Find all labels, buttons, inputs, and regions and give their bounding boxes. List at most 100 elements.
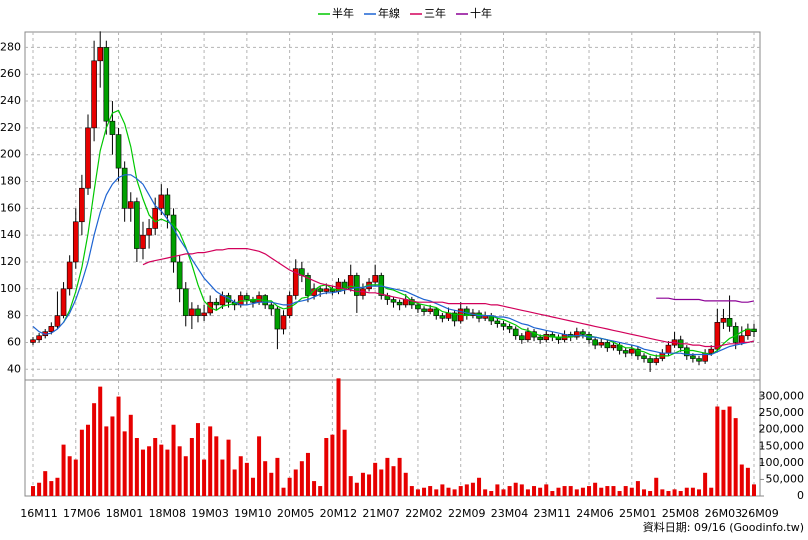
volume-bar — [305, 452, 310, 496]
volume-bar — [666, 491, 671, 496]
volume-bar — [324, 438, 329, 496]
volume-bar — [250, 477, 255, 496]
volume-bar — [214, 436, 219, 496]
candle-body — [195, 308, 201, 316]
legend-label: 三年 — [424, 6, 446, 20]
candle-body — [433, 308, 440, 316]
volume-bar — [642, 489, 647, 496]
candle-body — [140, 234, 146, 249]
volume-bar — [721, 409, 726, 496]
y-tick-label: 120 — [0, 255, 21, 268]
volume-bar — [422, 487, 427, 496]
legend-label: 年線 — [378, 6, 400, 20]
candle-body — [415, 304, 421, 310]
volume-bar — [79, 429, 84, 496]
volume-bar — [672, 489, 677, 496]
volume-bar — [501, 489, 506, 496]
x-tick-label: 20M12 — [320, 507, 358, 520]
volume-bar — [415, 489, 420, 496]
volume-bar — [403, 472, 408, 496]
candle-body — [286, 295, 293, 316]
candle-body — [201, 312, 207, 316]
candle-body — [36, 335, 42, 341]
candle-body — [714, 322, 721, 350]
candle-body — [66, 261, 73, 290]
plot-frame — [24, 31, 761, 497]
volume-bar — [183, 456, 188, 496]
candle-body — [580, 331, 586, 335]
x-tick-label: 21M07 — [362, 507, 400, 520]
y2-tick-label: 0 — [797, 489, 804, 502]
volume-bar — [538, 487, 543, 496]
volume-bar — [409, 486, 414, 496]
candle-body — [610, 344, 617, 349]
volume-bar — [330, 434, 335, 496]
volume-bar — [189, 438, 194, 496]
candle-body — [720, 318, 727, 323]
volume-bar — [648, 491, 653, 496]
volume-bar — [202, 459, 207, 496]
volume-bar — [98, 386, 103, 496]
volume-bar — [134, 438, 139, 496]
volume-bar — [458, 486, 463, 496]
volume-bar — [752, 484, 756, 496]
volume-bar — [470, 482, 475, 496]
volume-bar — [483, 489, 488, 496]
volume-bar — [104, 426, 109, 496]
candle-body — [280, 315, 287, 330]
volume-bar — [544, 484, 549, 496]
candle-body — [500, 323, 507, 327]
volume-bar — [269, 472, 274, 496]
volume-bar — [495, 484, 500, 496]
volume-bar — [391, 466, 396, 496]
volume-bar — [37, 482, 42, 496]
candle-body — [427, 308, 433, 312]
volume-bar — [739, 464, 744, 496]
x-tick-label: 19M03 — [191, 507, 229, 520]
volume-bar — [55, 477, 60, 496]
x-tick-label: 22M09 — [448, 507, 486, 520]
x-tick-label: 23M04 — [491, 507, 529, 520]
candle-body — [134, 201, 140, 249]
volume-bar — [568, 486, 573, 496]
ma-line — [656, 297, 755, 303]
candle-body — [726, 318, 733, 327]
x-tick-label: 25M08 — [662, 507, 700, 520]
candle-body — [439, 315, 446, 319]
x-tick-label: 18M01 — [106, 507, 144, 520]
volume-bar — [257, 436, 262, 496]
volume-bar — [727, 406, 732, 496]
candle-body — [354, 275, 360, 296]
volume-bar — [171, 424, 176, 496]
volume-bar — [348, 476, 353, 496]
candle-body — [519, 335, 525, 341]
volume-bar — [605, 486, 610, 496]
candle-body — [647, 358, 653, 363]
candle-body — [146, 228, 152, 236]
candle-body — [170, 214, 177, 263]
volume-bar — [85, 424, 90, 496]
volume-bar — [153, 438, 158, 496]
volume-bar — [611, 486, 616, 496]
volume-bar — [275, 457, 280, 496]
y-tick-label: 60 — [7, 335, 21, 348]
ma-line — [142, 248, 755, 348]
x-tick-label: 17M06 — [63, 507, 101, 520]
x-tick-label: 26M03 — [705, 507, 743, 520]
y-tick-label: 280 — [0, 40, 21, 53]
volume-bar — [360, 472, 365, 496]
x-tick-label: 22M02 — [405, 507, 443, 520]
volume-bar — [354, 482, 359, 496]
candle-body — [708, 348, 715, 354]
y2-tick-label: 200,000 — [759, 423, 805, 436]
candle-body — [317, 288, 323, 292]
candle-body — [72, 221, 79, 263]
volume-bar — [654, 477, 659, 496]
volume-bar — [238, 456, 243, 496]
volume-bar — [220, 459, 225, 496]
volume-bar — [684, 487, 689, 496]
volume-bar — [697, 489, 702, 496]
volume-bar — [293, 469, 298, 496]
volume-bar — [177, 446, 182, 496]
candle-body — [60, 288, 67, 316]
